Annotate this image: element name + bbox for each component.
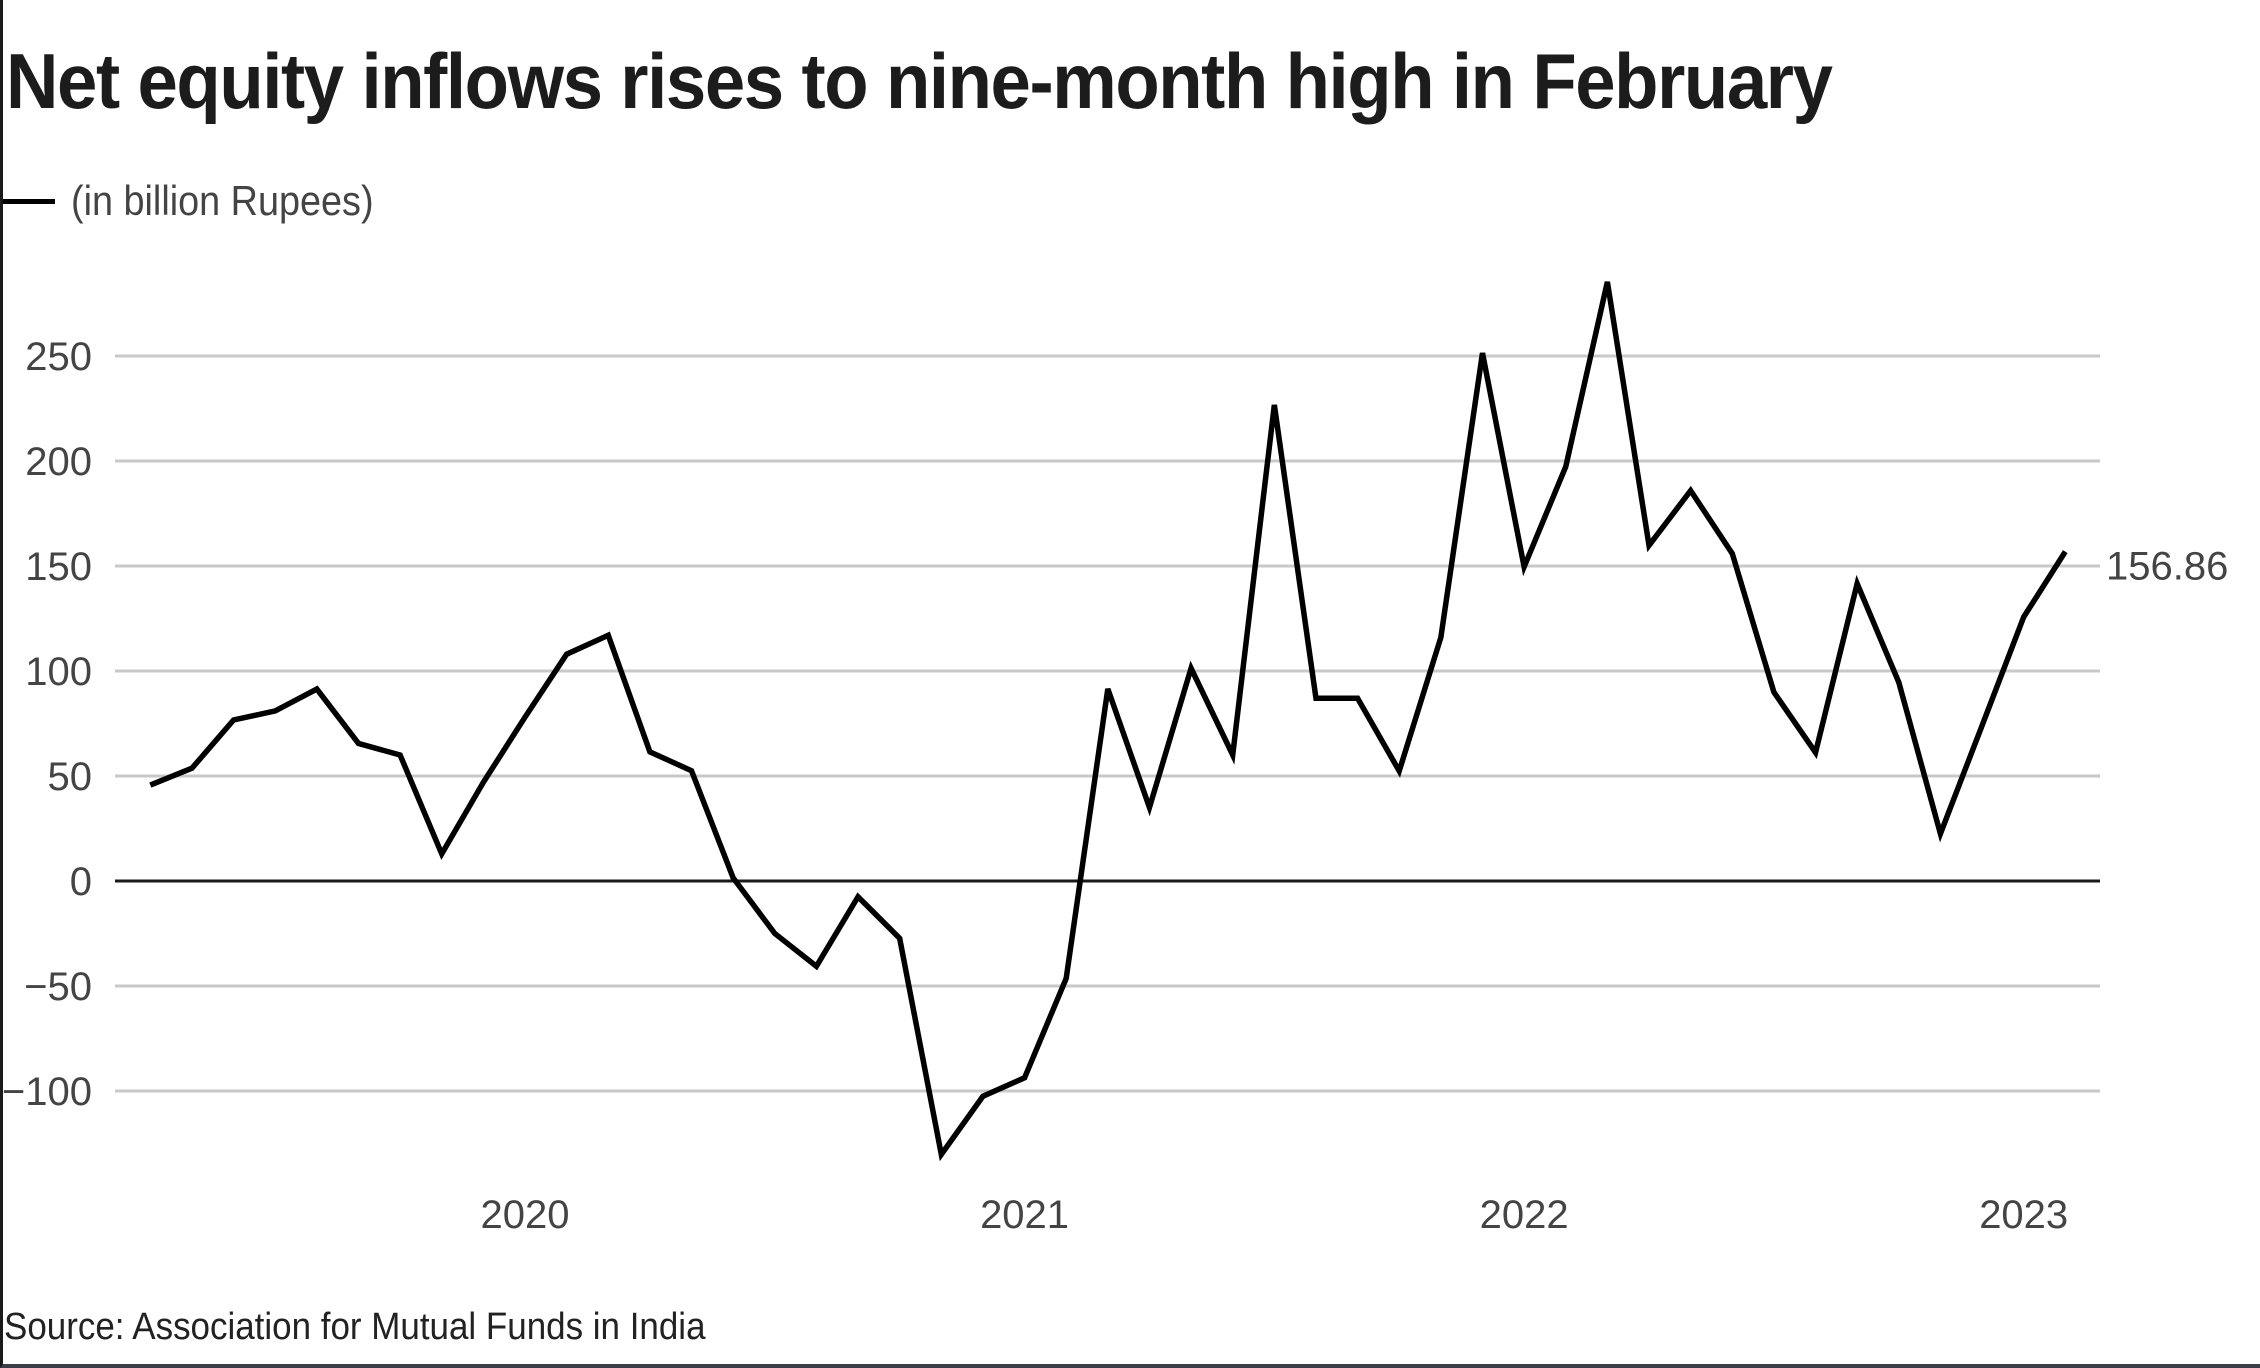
source-note: Source: Association for Mutual Funds in … [4,1306,706,1348]
x-tick-label: 2023 [1979,1193,2068,1237]
y-tick-label: 100 [25,650,92,694]
chart-title: Net equity inflows rises to nine-month h… [6,37,1833,125]
gridlines [115,354,2100,1093]
legend-line-swatch [3,198,55,204]
x-tick-label: 2022 [1480,1193,1569,1237]
y-tick-label: −50 [24,965,92,1009]
y-tick-label: 0 [70,860,92,904]
y-tick-label: 250 [25,335,92,379]
y-axis-tick-labels: 250 200 150 100 50 0 −50 −100 [2,335,92,1114]
x-tick-label: 2020 [481,1193,570,1237]
x-tick-label: 2021 [980,1193,1069,1237]
end-value-label: 156.86 [2106,545,2228,589]
series-line [149,281,2068,1162]
y-tick-label: 50 [48,755,93,799]
legend-label: (in billion Rupees) [71,177,374,224]
end-value-label-group: 156.86 [2106,545,2228,589]
x-axis-tick-labels: 2020 2021 2022 2023 [481,1193,2069,1237]
y-tick-label: 150 [25,545,92,589]
y-tick-label: 200 [25,440,92,484]
legend: (in billion Rupees) [3,176,407,226]
y-tick-label: −100 [2,1070,92,1114]
series-net-equity-inflows [149,281,2068,1162]
